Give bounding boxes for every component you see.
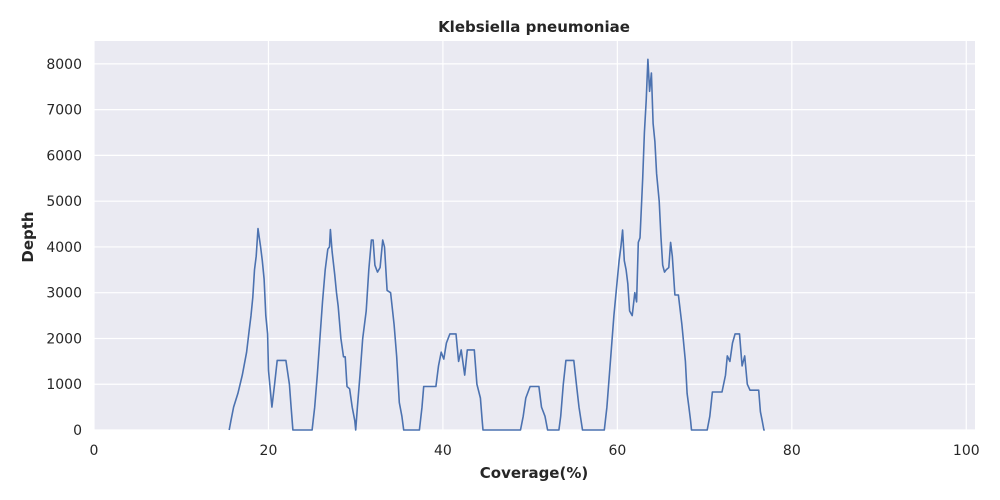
y-tick-label: 0 [73,423,82,439]
y-tick-label: 8000 [46,57,82,73]
y-axis-label: Depth [19,211,37,262]
grid [93,41,975,431]
x-tick-label: 20 [260,443,278,459]
y-tick-label: 1000 [46,377,82,393]
x-tick-label: 100 [953,443,980,459]
y-axis-ticks: 0 1000 2000 3000 4000 5000 6000 7000 8000 [46,57,82,439]
y-tick-label: 5000 [46,194,82,210]
x-tick-label: 40 [434,443,452,459]
series-layer [228,58,765,431]
y-tick-label: 2000 [46,331,82,347]
y-tick-label: 7000 [46,103,82,119]
depth-series-line [228,58,765,431]
chart-title: Klebsiella pneumoniae [438,18,630,36]
y-tick-label: 6000 [46,148,82,164]
y-tick-label: 4000 [46,240,82,256]
x-tick-label: 60 [608,443,626,459]
y-tick-label: 3000 [46,286,82,302]
plot-area [94,41,975,430]
x-tick-label: 80 [783,443,801,459]
x-axis-ticks: 0 20 40 60 80 100 [90,443,980,459]
x-axis-label: Coverage(%) [480,464,588,482]
x-tick-label: 0 [90,443,99,459]
